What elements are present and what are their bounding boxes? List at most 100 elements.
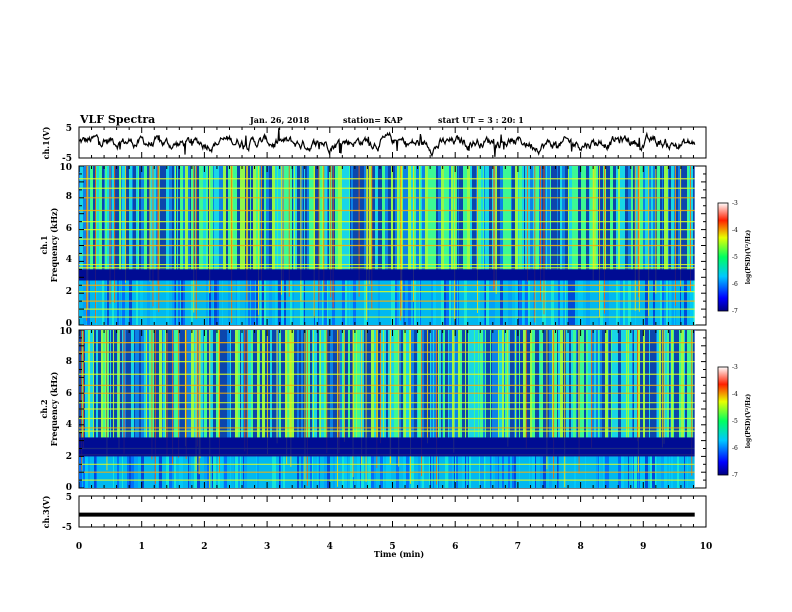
spec2-column [486, 330, 489, 438]
spec2-column [492, 330, 493, 438]
ch1-colorbar-tick: -7 [732, 308, 738, 315]
ch1-freq-tick-4: 4 [66, 255, 72, 265]
spec1-column [616, 280, 618, 325]
spec1-column [446, 166, 449, 270]
spec1-column [676, 166, 678, 270]
spec2-column [144, 330, 146, 438]
spec1-column [395, 280, 397, 325]
spec2-column [460, 330, 462, 438]
spec1-column [616, 166, 618, 270]
spec1-column [419, 280, 420, 325]
spec1-column [674, 166, 675, 270]
spec2-column [574, 330, 576, 438]
spec2-column [629, 330, 632, 438]
spec1-column [484, 166, 485, 270]
spec2-column [319, 330, 320, 438]
spec2-column [621, 330, 624, 438]
spec1-column [269, 280, 272, 325]
ch1-spectrogram-ylabel-frequency: Frequency (kHz) [49, 207, 59, 282]
spec1-column [393, 280, 395, 325]
spec1-column [353, 280, 356, 325]
spec1-column [290, 166, 292, 270]
spec1-column [568, 166, 569, 270]
spec2-column [162, 330, 163, 438]
spec2-column [117, 330, 119, 438]
spec1-column [87, 166, 90, 270]
ch1-waveform-ylabel: ch.1(V) [41, 126, 51, 159]
spec1-column [126, 166, 129, 270]
spec1-column [578, 280, 581, 325]
spec1-column [356, 166, 359, 270]
spec1-column [226, 166, 228, 270]
ch2-colorbar-tick: -4 [732, 391, 738, 398]
figure-title: VLF Spectra [79, 113, 155, 126]
spec1-column [96, 280, 97, 325]
spec2-column [374, 330, 376, 438]
spec1-column [536, 166, 537, 270]
spec2-column [496, 330, 498, 438]
spec1-column [300, 280, 303, 325]
spec2-column [474, 330, 475, 438]
spec2-column [257, 330, 259, 438]
spec1-column [168, 280, 169, 325]
spec2-column [443, 330, 445, 438]
spec2-column [667, 330, 669, 438]
spec2-column [468, 330, 469, 438]
spec1-column [281, 280, 284, 325]
spec2-column [536, 330, 539, 438]
spec1-column [486, 166, 489, 270]
spec1-column [104, 166, 105, 270]
spec1-column [166, 280, 168, 325]
spec1-column [393, 166, 395, 270]
spec2-column [200, 330, 203, 438]
spec2-column [605, 330, 608, 438]
spec2-column [280, 330, 281, 438]
spec1-column [206, 166, 208, 270]
spec2-column [655, 330, 656, 438]
spec2-column [441, 330, 442, 438]
ch1-freq-tick-2: 2 [66, 287, 72, 297]
spec2-column [151, 330, 154, 438]
spec2-column [431, 330, 433, 438]
spec2-column [688, 330, 690, 438]
ch3-waveform-panel: 5 -5 ch.3(V) [41, 493, 707, 533]
time-tick-label: 10 [700, 542, 713, 552]
spec1-column [340, 166, 342, 270]
spec2-column [101, 330, 103, 438]
spec1-column [303, 166, 304, 270]
spec1-column [206, 280, 208, 325]
spec1-column [324, 166, 327, 270]
spec1-column [511, 166, 512, 270]
spec1-column [668, 280, 669, 325]
spec1-column [528, 166, 530, 270]
spec1-column [684, 280, 687, 325]
spec2-column [209, 330, 212, 438]
spec1-column [680, 280, 681, 325]
spec2-column [404, 330, 406, 438]
spec2-column [342, 330, 344, 438]
spec1-column [385, 166, 388, 270]
spec1-column [542, 166, 545, 270]
spec1-column [590, 166, 593, 270]
spec1-column [259, 166, 260, 270]
spec1-column [112, 280, 114, 325]
time-tick-label: 7 [515, 542, 521, 552]
spec1-column [79, 166, 80, 270]
spec1-column [188, 166, 190, 270]
spec1-column [264, 280, 266, 325]
spec1-column [562, 280, 563, 325]
spec1-column [342, 166, 345, 270]
spec2-column [449, 330, 452, 438]
spec1-column [96, 166, 97, 270]
spec1-column [102, 166, 104, 270]
spec1-column [328, 166, 329, 270]
spec1-column [256, 166, 258, 270]
spec1-column [315, 280, 318, 325]
header-start-ut: start UT = 3 : 20: 1 [438, 115, 524, 125]
spec1-column [105, 280, 106, 325]
spec2-column [512, 330, 514, 438]
spec2-column [138, 330, 139, 438]
spec1-column [507, 166, 508, 270]
spec1-column [420, 280, 421, 325]
spec2-column [645, 330, 648, 438]
